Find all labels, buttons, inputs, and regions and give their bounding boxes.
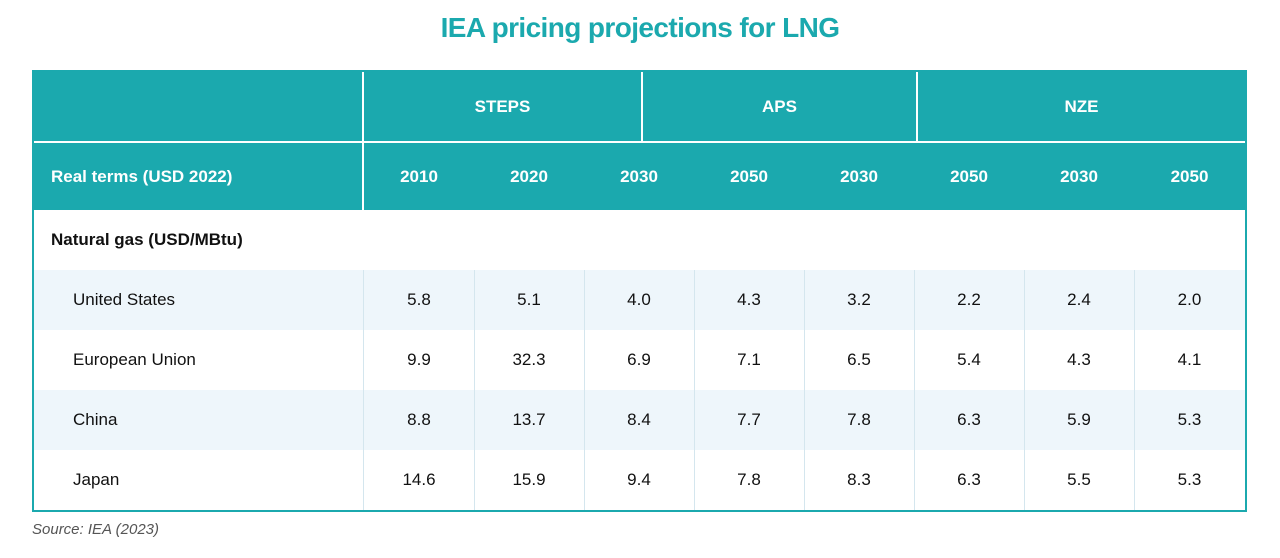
group-header-steps: STEPS	[474, 96, 531, 116]
table-cell: 15.9	[512, 470, 546, 489]
table-row: European Union 9.9 32.3 6.9 7.1 6.5 5.4 …	[34, 330, 1245, 390]
table-cell: 6.3	[957, 470, 981, 489]
table-cell: 4.3	[737, 290, 761, 309]
table-cell: 5.5	[1067, 470, 1091, 489]
pricing-table: STEPS APS NZE Real terms (USD 2022) 2010…	[32, 70, 1247, 512]
column-divider	[474, 270, 475, 510]
year-header: 2050	[730, 166, 768, 186]
table-cell: 7.1	[737, 350, 761, 369]
page-title: IEA pricing projections for LNG	[440, 12, 840, 43]
header-divider	[916, 72, 918, 141]
table-cell: 4.3	[1067, 350, 1091, 369]
table-cell: 14.6	[402, 470, 436, 489]
table-cell: 7.8	[737, 470, 761, 489]
table-cell: 2.0	[1177, 290, 1202, 309]
table-cell: 2.2	[957, 290, 981, 309]
table-cell: 32.3	[512, 350, 546, 369]
year-header: 2030	[620, 166, 658, 186]
row-label: Japan	[73, 470, 120, 489]
table-cell: 7.8	[847, 410, 871, 429]
row-label: China	[73, 410, 118, 429]
column-divider	[1134, 270, 1135, 510]
table-group-header: STEPS APS NZE	[34, 72, 1245, 141]
column-divider	[804, 270, 805, 510]
table-row: China 8.8 13.7 8.4 7.7 7.8 6.3 5.9 5.3	[34, 390, 1245, 450]
table-row: Japan 14.6 15.9 9.4 7.8 8.3 6.3 5.5 5.3	[34, 450, 1245, 510]
table-cell: 5.4	[957, 350, 981, 369]
column-divider	[363, 270, 364, 510]
year-header: 2020	[510, 166, 548, 186]
row-label: United States	[73, 290, 176, 309]
table-cell: 5.3	[1177, 470, 1202, 489]
table-cell: 2.4	[1067, 290, 1091, 309]
table-cell: 13.7	[512, 410, 546, 429]
table-cell: 8.4	[627, 410, 651, 429]
table-row: United States 5.8 5.1 4.0 4.3 3.2 2.2 2.…	[34, 270, 1245, 330]
table-cell: 9.9	[407, 350, 431, 369]
table-cell: 5.8	[407, 290, 431, 309]
year-header: 2050	[950, 166, 988, 186]
table-cell: 5.1	[517, 290, 541, 309]
table-cell: 9.4	[627, 470, 651, 489]
header-divider	[362, 72, 364, 141]
table-year-header: Real terms (USD 2022) 2010 2020 2030 205…	[34, 141, 1245, 210]
table-cell: 6.5	[847, 350, 871, 369]
table-cell: 3.2	[847, 290, 871, 309]
table-cell: 8.3	[847, 470, 871, 489]
column-divider	[584, 270, 585, 510]
table-cell: 6.3	[957, 410, 981, 429]
table-cell: 5.9	[1067, 410, 1091, 429]
group-header-nze: NZE	[1064, 96, 1099, 116]
row-label-header: Real terms (USD 2022)	[51, 166, 233, 186]
year-header: 2030	[840, 166, 878, 186]
table-cell: 5.3	[1177, 410, 1202, 429]
column-divider	[1024, 270, 1025, 510]
source-note: Source: IEA (2023)	[32, 521, 160, 538]
column-divider	[694, 270, 695, 510]
year-header: 2030	[1060, 166, 1098, 186]
table-cell: 4.1	[1177, 350, 1202, 369]
table-cell: 8.8	[407, 410, 431, 429]
header-divider	[641, 72, 643, 141]
year-header: 2050	[1170, 166, 1209, 186]
row-label: European Union	[73, 350, 196, 369]
table-cell: 7.7	[737, 410, 761, 429]
section-label: Natural gas (USD/MBtu)	[51, 230, 243, 249]
year-header: 2010	[400, 166, 438, 186]
table-cell: 4.0	[627, 290, 651, 309]
header-divider	[362, 143, 364, 210]
column-divider	[914, 270, 915, 510]
table-cell: 6.9	[627, 350, 651, 369]
group-header-aps: APS	[762, 96, 797, 116]
